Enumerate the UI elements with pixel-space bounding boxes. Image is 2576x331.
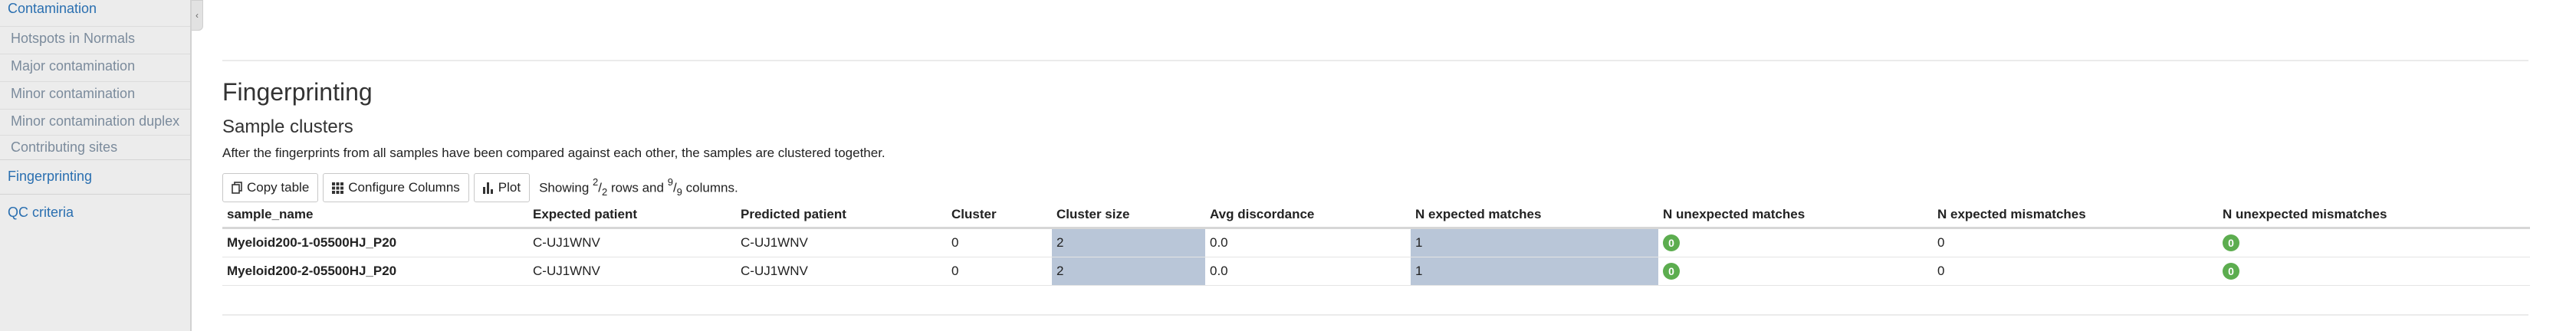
cell-avg-discordance: 0.0: [1205, 257, 1411, 286]
table-header-row: sample_name Expected patient Predicted p…: [222, 202, 2530, 229]
page-title: Fingerprinting: [222, 78, 373, 106]
cell-n-expected-mismatches: 0: [1933, 257, 2218, 286]
section-subtitle: Sample clusters: [222, 116, 353, 137]
cell-cluster-size: 2: [1052, 228, 1205, 257]
sidebar-nav: Contamination Hotspots in Normals Major …: [0, 0, 192, 331]
copy-table-button[interactable]: Copy table: [222, 173, 319, 202]
cell-n-unexpected-matches: 0: [1658, 228, 1933, 257]
sidebar-item-minor-contamination-duplex[interactable]: Minor contamination duplex: [0, 109, 190, 133]
cell-sample-name: Myeloid200-1-05500HJ_P20: [222, 228, 528, 257]
cell-cluster-size: 2: [1052, 257, 1205, 286]
copy-icon: [232, 182, 242, 194]
cell-n-unexpected-mismatches: 0: [2218, 228, 2530, 257]
column-header-predicted-patient[interactable]: Predicted patient: [736, 202, 947, 229]
table-row: Myeloid200-2-05500HJ_P20 C-UJ1WNV C-UJ1W…: [222, 257, 2530, 286]
cell-avg-discordance: 0.0: [1205, 228, 1411, 257]
count-badge: 0: [1663, 263, 1680, 280]
cols-shown: 9: [667, 175, 673, 188]
sidebar-item-minor-contamination[interactable]: Minor contamination: [0, 81, 190, 106]
sidebar-item-hotspots-in-normals[interactable]: Hotspots in Normals: [0, 26, 190, 51]
sidebar-list: Contamination Hotspots in Normals Major …: [0, 0, 190, 230]
column-header-cluster-size[interactable]: Cluster size: [1052, 202, 1205, 229]
sidebar-item-contributing-sites[interactable]: Contributing sites: [0, 135, 190, 159]
sidebar-item-contamination[interactable]: Contamination: [8, 1, 97, 16]
column-header-expected-patient[interactable]: Expected patient: [528, 202, 736, 229]
plot-label: Plot: [498, 180, 521, 195]
column-header-n-expected-matches[interactable]: N expected matches: [1411, 202, 1658, 229]
sidebar-item-major-contamination[interactable]: Major contamination: [0, 54, 190, 78]
grid-icon: [332, 182, 344, 194]
configure-columns-button[interactable]: Configure Columns: [323, 173, 469, 202]
column-header-sample-name[interactable]: sample_name: [222, 202, 528, 229]
sidebar-collapse-button[interactable]: ‹: [192, 0, 203, 31]
column-header-cluster[interactable]: Cluster: [947, 202, 1052, 229]
cell-n-unexpected-matches: 0: [1658, 257, 1933, 286]
cell-expected-patient: C-UJ1WNV: [528, 228, 736, 257]
count-badge: 0: [2223, 234, 2239, 251]
cols-word: columns.: [685, 180, 738, 195]
plot-button[interactable]: Plot: [473, 173, 531, 202]
sample-clusters-table: sample_name Expected patient Predicted p…: [222, 202, 2530, 286]
cell-n-expected-matches: 1: [1411, 257, 1658, 286]
section-description: After the fingerprints from all samples …: [222, 146, 886, 160]
cell-n-expected-matches: 1: [1411, 228, 1658, 257]
rows-shown: 2: [593, 175, 599, 188]
column-header-n-unexpected-matches[interactable]: N unexpected matches: [1658, 202, 1933, 229]
chevron-left-icon: ‹: [196, 10, 199, 21]
bar-chart-icon: [482, 182, 493, 194]
cell-expected-patient: C-UJ1WNV: [528, 257, 736, 286]
showing-prefix: Showing: [539, 180, 590, 195]
cell-cluster: 0: [947, 228, 1052, 257]
configure-columns-label: Configure Columns: [348, 180, 460, 195]
copy-table-label: Copy table: [247, 180, 310, 195]
column-header-n-unexpected-mismatches[interactable]: N unexpected mismatches: [2218, 202, 2530, 229]
table-toolbar: Copy table Configure Columns Plot Showin…: [222, 172, 738, 203]
cell-sample-name: Myeloid200-2-05500HJ_P20: [222, 257, 528, 286]
rows-total: 2: [602, 186, 608, 198]
table-showing-count: Showing 2/2 rows and 9/9 columns.: [539, 175, 738, 198]
sidebar-item-qc-criteria[interactable]: QC criteria: [8, 205, 74, 220]
cell-n-unexpected-mismatches: 0: [2218, 257, 2530, 286]
sidebar-item-fingerprinting[interactable]: Fingerprinting: [8, 169, 93, 184]
cell-cluster: 0: [947, 257, 1052, 286]
cell-predicted-patient: C-UJ1WNV: [736, 257, 947, 286]
column-header-n-expected-mismatches[interactable]: N expected mismatches: [1933, 202, 2218, 229]
rows-word: rows and: [610, 180, 664, 195]
column-header-avg-discordance[interactable]: Avg discordance: [1205, 202, 1411, 229]
cell-n-expected-mismatches: 0: [1933, 228, 2218, 257]
table-row: Myeloid200-1-05500HJ_P20 C-UJ1WNV C-UJ1W…: [222, 228, 2530, 257]
cell-predicted-patient: C-UJ1WNV: [736, 228, 947, 257]
section-divider-bottom: [222, 314, 2528, 316]
count-badge: 0: [2223, 263, 2239, 280]
cols-total: 9: [676, 186, 682, 198]
count-badge: 0: [1663, 234, 1680, 251]
section-divider-top: [222, 60, 2528, 61]
